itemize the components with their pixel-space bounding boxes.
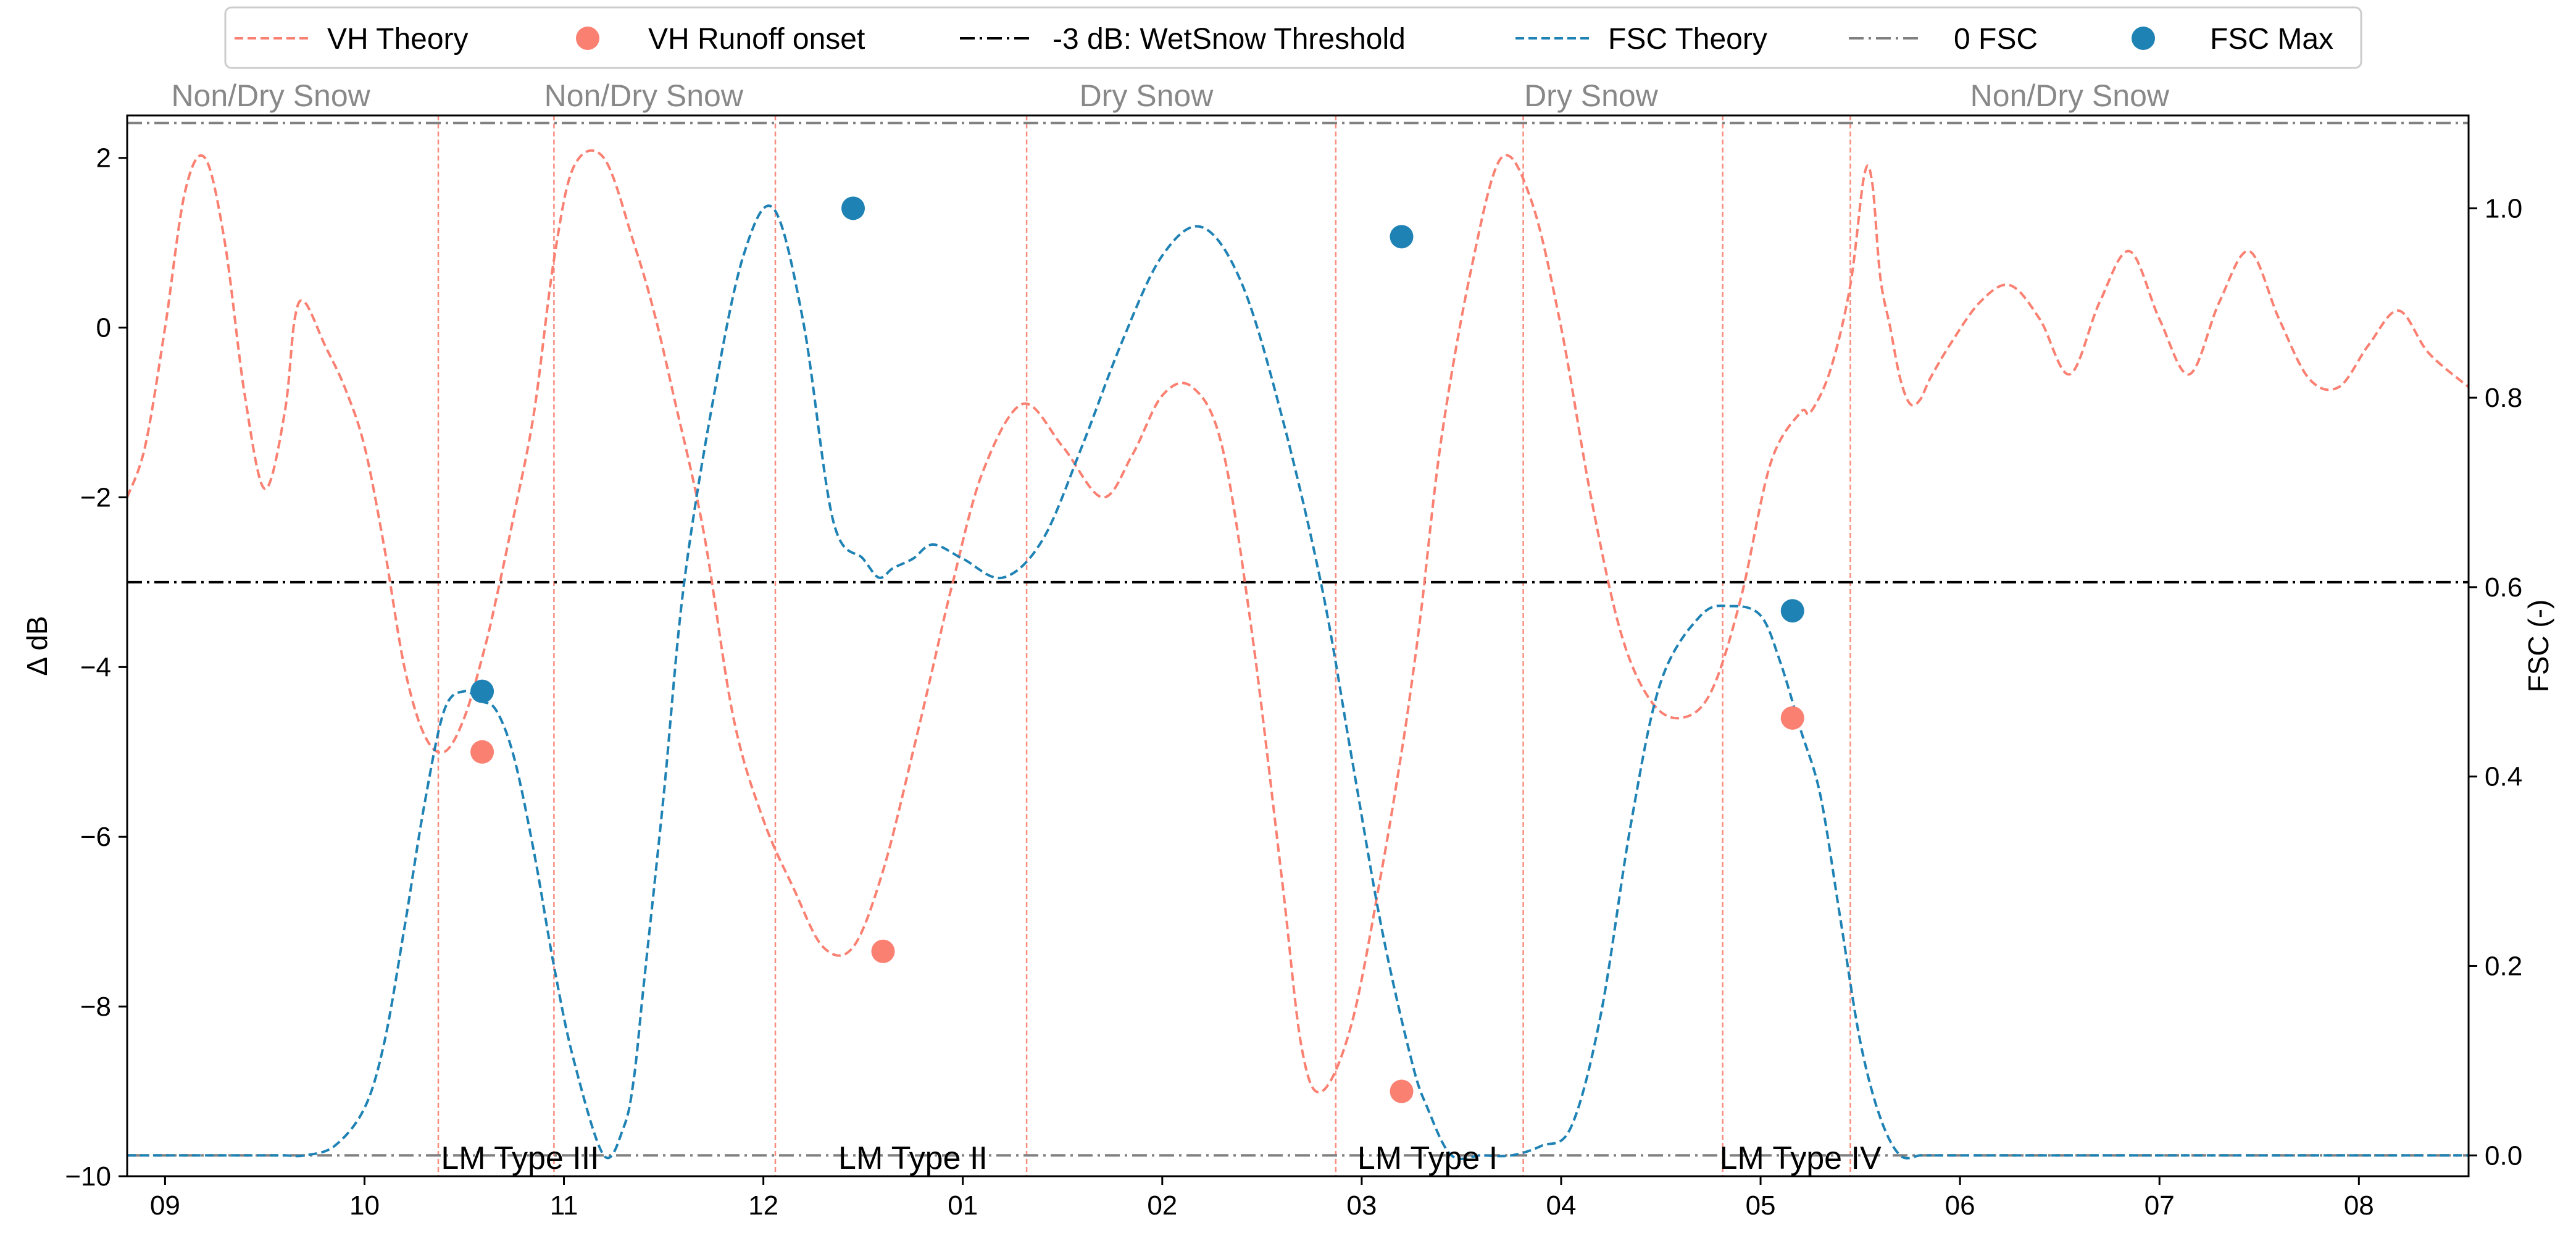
season-label: Non/Dry Snow [1970, 78, 2170, 113]
y-tick-label: −10 [65, 1161, 111, 1192]
season-label: Dry Snow [1524, 78, 1659, 113]
fsc-max-point [470, 679, 494, 703]
vh-runoff-onset-point [470, 740, 494, 764]
event-type-label: LM Type III [441, 1140, 599, 1176]
y-tick-label: 0 [96, 313, 111, 343]
y-tick-label: −4 [80, 652, 111, 682]
legend-marker-swatch [576, 27, 599, 50]
x-tick-label: 03 [1346, 1190, 1377, 1221]
legend-label: 0 FSC [1954, 23, 2038, 56]
y2-tick-label: 0.2 [2485, 951, 2522, 981]
y2-tick-label: 0.4 [2485, 762, 2522, 792]
y2-tick-label: 0.6 [2485, 572, 2522, 603]
fsc-max-point [841, 196, 865, 220]
legend-label: VH Runoff onset [648, 23, 865, 56]
x-tick-label: 01 [948, 1190, 978, 1221]
annotation-layer: Non/Dry Snow Non/Dry Snow Dry Snow Dry Snow… [171, 78, 2169, 1176]
legend-box [224, 6, 2362, 69]
x-tick-label: 02 [1147, 1190, 1177, 1221]
vh-runoff-onset-point [871, 939, 895, 963]
marker-layer [470, 196, 1804, 1103]
legend-label: -3 dB: WetSnow Threshold [1052, 23, 1406, 56]
legend-label: VH Theory [327, 23, 469, 56]
fsc-theory-line [127, 204, 2469, 1160]
y2-axis-title: FSC (-) [2522, 600, 2554, 693]
season-label: Dry Snow [1080, 78, 1214, 113]
y2-tick-label: 0.8 [2485, 383, 2522, 413]
event-type-label: LM Type I [1357, 1140, 1498, 1176]
x-tick-label: 11 [550, 1190, 578, 1221]
y2-tick-label: 1.0 [2485, 193, 2522, 224]
plot-frame [126, 114, 2470, 1177]
axes-layer: 09 10 11 12 01 02 03 04 05 06 07 08 2 0 −2 −4 −6 −8 −10 1.0… [21, 114, 2554, 1221]
x-tick-label: 05 [1746, 1190, 1776, 1221]
divider-layer [437, 115, 1851, 1176]
event-type-label: LM Type II [838, 1140, 988, 1176]
fsc-max-point [1390, 225, 1414, 249]
legend-label: FSC Max [2210, 23, 2333, 56]
reference-line-layer [127, 122, 2469, 1157]
fsc-max-point [1780, 599, 1804, 623]
season-label: Non/Dry Snow [171, 78, 370, 113]
x-tick-label: 12 [748, 1190, 778, 1221]
legend: VH Theory VH Runoff onset -3 dB: WetSnow T… [224, 6, 2362, 69]
event-type-label: LM Type IV [1720, 1140, 1882, 1176]
vh-runoff-onset-point [1390, 1079, 1414, 1103]
y2-tick-label: 0.0 [2485, 1140, 2522, 1171]
x-tick-label: 09 [150, 1190, 180, 1221]
x-tick-label: 10 [349, 1190, 380, 1221]
vh-theory-line [126, 149, 2470, 1093]
y-tick-label: 2 [96, 143, 111, 174]
x-tick-label: 04 [1546, 1190, 1576, 1221]
x-tick-label: 06 [1945, 1190, 1975, 1221]
vh-runoff-onset-point [1780, 706, 1804, 730]
y-tick-label: −8 [80, 992, 111, 1022]
y-tick-label: −6 [80, 822, 111, 852]
series-layer [126, 149, 2470, 1160]
legend-label: FSC Theory [1608, 23, 1767, 56]
y-tick-label: −2 [80, 482, 111, 512]
x-tick-label: 07 [2145, 1190, 2175, 1221]
x-tick-label: 08 [2344, 1190, 2374, 1221]
legend-marker-swatch [2132, 27, 2155, 50]
season-label: Non/Dry Snow [544, 78, 744, 113]
y-axis-title: Δ dB [21, 616, 53, 675]
